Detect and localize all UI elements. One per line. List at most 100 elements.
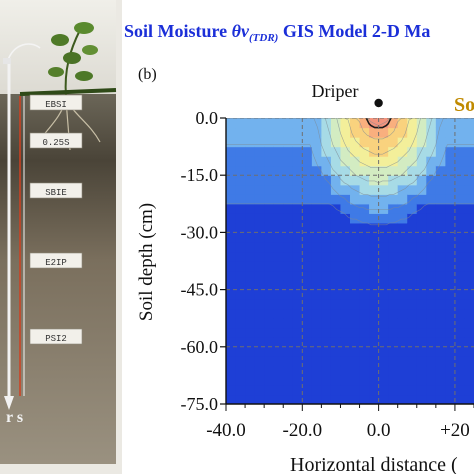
heatmap-cell — [254, 222, 265, 233]
heatmap-cell — [283, 346, 294, 357]
heatmap-cell — [302, 261, 313, 272]
heatmap-cell — [311, 375, 322, 386]
heatmap-cell — [369, 394, 380, 404]
heatmap-cell — [388, 146, 399, 157]
heatmap-cell — [283, 146, 294, 157]
probe-label-box — [29, 94, 83, 111]
heatmap-cell — [350, 375, 361, 386]
heatmap-cell — [378, 241, 389, 253]
heatmap-cell — [245, 337, 256, 348]
heatmap-cell — [464, 194, 474, 205]
heatmap-cell — [397, 384, 408, 396]
heatmap-cell — [264, 203, 275, 214]
heatmap-cell — [369, 289, 380, 300]
heatmap-cell — [292, 394, 303, 404]
heatmap-cell — [302, 241, 313, 253]
heatmap-cell — [340, 337, 351, 348]
heatmap-cell — [378, 203, 389, 214]
heatmap-cell — [283, 241, 294, 253]
heatmap-cell — [454, 184, 466, 195]
heatmap-cell — [350, 327, 361, 338]
title-subscript: (TDR) — [249, 32, 278, 44]
heatmap-cell — [435, 118, 446, 129]
heatmap-cell — [416, 127, 427, 138]
heatmap-cell — [350, 203, 361, 214]
heatmap-cell — [378, 251, 389, 262]
heatmap-cell — [388, 327, 399, 338]
heatmap-cell — [464, 241, 474, 253]
heatmap-cell — [378, 299, 389, 310]
heatmap-cell — [359, 280, 370, 291]
heatmap-cell — [330, 194, 342, 205]
heatmap-cell — [340, 346, 351, 357]
heatmap-cell — [378, 318, 389, 329]
heatmap-cell — [397, 289, 408, 300]
heatmap-cell — [350, 175, 361, 186]
heatmap-cell — [292, 127, 303, 138]
heatmap-cell — [302, 270, 313, 281]
heatmap-cell — [340, 156, 351, 167]
heatmap-cell — [397, 222, 408, 233]
heatmap-cell — [350, 118, 361, 129]
heatmap-cell — [416, 232, 427, 243]
heatmap-cell — [330, 165, 342, 176]
heatmap-cell — [378, 232, 389, 243]
heatmap-cell — [245, 241, 256, 253]
heatmap-cell — [464, 175, 474, 186]
heatmap-cell — [292, 318, 303, 329]
heatmap-cell — [235, 308, 246, 319]
heatmap-cell — [407, 232, 418, 243]
heatmap-cell — [464, 318, 474, 329]
heatmap-cell — [464, 251, 474, 262]
heatmap-cell — [226, 203, 237, 214]
heatmap-cell — [330, 356, 342, 367]
heatmap-cell — [283, 203, 294, 214]
heatmap-cell — [292, 299, 303, 310]
probe-cable-icon — [3, 43, 41, 64]
heatmap-cell — [416, 146, 427, 157]
heatmap-cell — [302, 394, 313, 404]
heatmap-cell — [264, 327, 275, 338]
heatmap-cell — [226, 394, 237, 404]
heatmap-cell — [378, 261, 389, 272]
heatmap-cell — [359, 156, 370, 167]
heatmap-cell — [302, 203, 313, 214]
heatmap-cell — [226, 327, 237, 338]
heatmap-cell — [369, 184, 380, 195]
heatmap-cell — [226, 356, 237, 367]
heatmap-cell — [235, 203, 246, 214]
heatmap-cell — [454, 261, 466, 272]
heatmap-cell — [340, 232, 351, 243]
heatmap-cell — [416, 165, 427, 176]
heatmap-cell — [311, 384, 322, 396]
heatmap-cell — [330, 222, 342, 233]
heatmap-cell — [340, 394, 351, 404]
heatmap-cell — [283, 184, 294, 195]
heatmap-cell — [445, 232, 456, 243]
heatmap-cell — [426, 241, 437, 253]
contour-line — [226, 118, 474, 168]
heatmap-cell — [350, 337, 361, 348]
heatmap-cell — [416, 346, 427, 357]
heatmap-cell — [369, 299, 380, 310]
heatmap-cell — [416, 137, 427, 148]
heatmap-cell — [273, 127, 284, 138]
heatmap-cell — [350, 213, 361, 224]
heatmap-cell — [245, 156, 256, 167]
heatmap-cell — [416, 327, 427, 338]
heatmap-cell — [273, 327, 284, 338]
heatmap-cell — [292, 213, 303, 224]
heatmap-cell — [235, 165, 246, 176]
heatmap-cell — [235, 270, 246, 281]
heatmap-cell — [235, 289, 246, 300]
heatmap-cell — [464, 394, 474, 404]
heatmap-cell — [226, 165, 237, 176]
heatmap-cell — [378, 308, 389, 319]
heatmap-cell — [273, 146, 284, 157]
heatmap-cell — [321, 270, 332, 281]
y-tick-label: -30.0 — [181, 222, 219, 242]
heatmap-cell — [369, 232, 380, 243]
heatmap-cell — [464, 356, 474, 367]
heatmap-cell — [435, 232, 446, 243]
heatmap-cell — [330, 346, 342, 357]
